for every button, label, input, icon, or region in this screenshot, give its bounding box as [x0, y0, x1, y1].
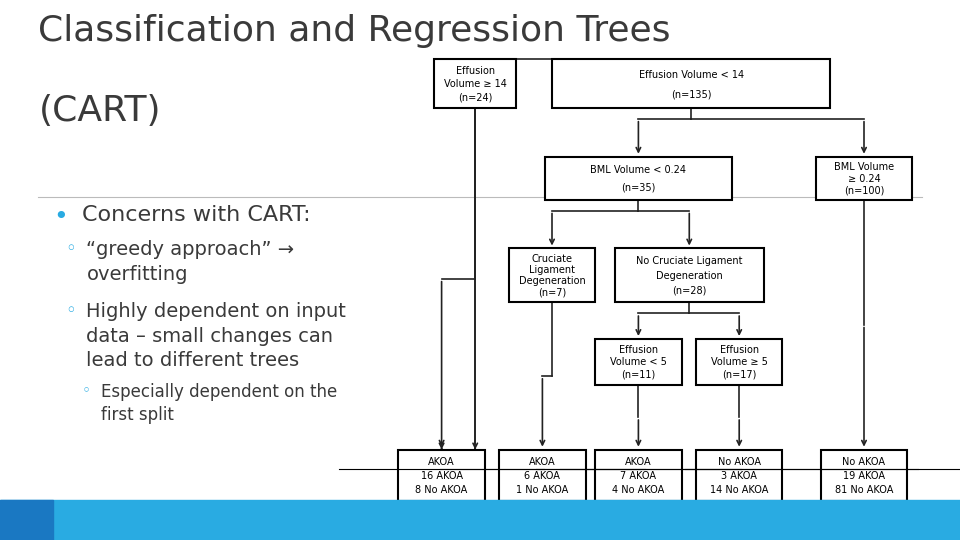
- Bar: [509, 248, 595, 302]
- Text: Volume ≥ 14: Volume ≥ 14: [444, 79, 507, 89]
- Bar: [398, 449, 485, 501]
- Text: Degeneration: Degeneration: [656, 271, 723, 281]
- Text: Classification and Regression Trees: Classification and Regression Trees: [38, 14, 671, 48]
- Text: (n=24): (n=24): [458, 93, 492, 103]
- Text: No AKOA: No AKOA: [843, 457, 885, 467]
- Text: Effusion: Effusion: [456, 66, 494, 76]
- Text: Effusion Volume < 14: Effusion Volume < 14: [638, 70, 744, 80]
- Text: 16 AKOA: 16 AKOA: [420, 471, 463, 481]
- Text: No Cruciate Ligament: No Cruciate Ligament: [636, 256, 742, 266]
- Text: Effusion: Effusion: [720, 345, 758, 355]
- Text: 3 AKOA: 3 AKOA: [721, 471, 757, 481]
- Text: BML Volume < 0.24: BML Volume < 0.24: [590, 165, 686, 175]
- Text: (n=11): (n=11): [621, 370, 656, 380]
- Bar: [614, 248, 764, 302]
- Text: ◦: ◦: [82, 383, 90, 399]
- Text: AKOA: AKOA: [529, 457, 556, 467]
- Text: •: •: [53, 205, 67, 229]
- Text: Ligament: Ligament: [529, 266, 575, 275]
- Text: Degeneration: Degeneration: [518, 276, 586, 287]
- Text: ◦: ◦: [65, 302, 76, 320]
- Bar: [821, 449, 907, 501]
- Text: 14 No AKOA: 14 No AKOA: [710, 485, 768, 495]
- Bar: [434, 59, 516, 108]
- Bar: [595, 339, 682, 384]
- Bar: [696, 339, 782, 384]
- Text: ◦: ◦: [65, 240, 76, 258]
- Text: (n=35): (n=35): [621, 183, 656, 193]
- Text: (n=28): (n=28): [672, 286, 707, 296]
- Text: (n=17): (n=17): [722, 370, 756, 380]
- Text: 81 No AKOA: 81 No AKOA: [835, 485, 893, 495]
- Text: (CART): (CART): [38, 94, 161, 129]
- Text: Cruciate: Cruciate: [532, 254, 572, 265]
- Text: ≥ 0.24: ≥ 0.24: [848, 174, 880, 184]
- Text: (n=135): (n=135): [671, 90, 711, 100]
- Text: 4 No AKOA: 4 No AKOA: [612, 485, 664, 495]
- Text: Volume ≥ 5: Volume ≥ 5: [710, 357, 768, 367]
- Text: Effusion: Effusion: [619, 345, 658, 355]
- Text: 7 AKOA: 7 AKOA: [620, 471, 657, 481]
- Text: Concerns with CART:: Concerns with CART:: [82, 205, 310, 225]
- Text: AKOA: AKOA: [625, 457, 652, 467]
- Text: Highly dependent on input
data – small changes can
lead to different trees: Highly dependent on input data – small c…: [86, 302, 347, 370]
- Bar: [595, 449, 682, 501]
- Text: 19 AKOA: 19 AKOA: [843, 471, 885, 481]
- Bar: [0, 500, 960, 540]
- Text: 8 No AKOA: 8 No AKOA: [416, 485, 468, 495]
- Text: AKOA: AKOA: [428, 457, 455, 467]
- Bar: [552, 59, 830, 108]
- Bar: [0, 500, 53, 540]
- Bar: [499, 449, 586, 501]
- Text: Volume < 5: Volume < 5: [610, 357, 667, 367]
- Text: (n=7): (n=7): [538, 288, 566, 298]
- Bar: [696, 449, 782, 501]
- Text: No AKOA: No AKOA: [718, 457, 760, 467]
- Bar: [816, 157, 912, 200]
- Text: 1 No AKOA: 1 No AKOA: [516, 485, 568, 495]
- Bar: [544, 157, 732, 200]
- Text: BML Volume: BML Volume: [834, 162, 894, 172]
- Text: Especially dependent on the
first split: Especially dependent on the first split: [101, 383, 337, 424]
- Text: 6 AKOA: 6 AKOA: [524, 471, 561, 481]
- Text: (n=100): (n=100): [844, 186, 884, 195]
- Text: “greedy approach” →
overfitting: “greedy approach” → overfitting: [86, 240, 295, 284]
